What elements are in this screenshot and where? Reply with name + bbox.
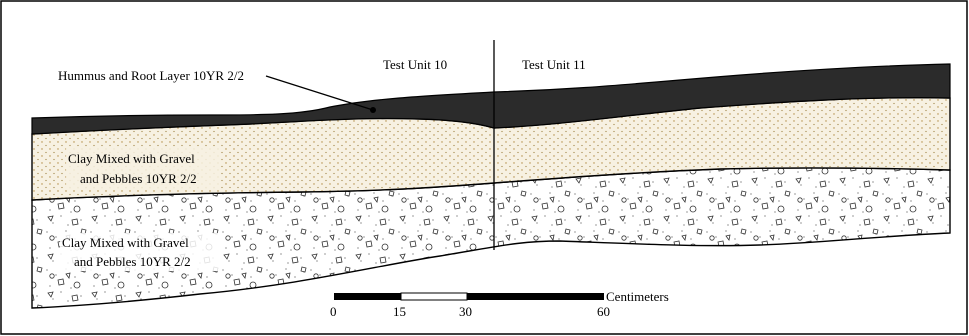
scale-segment-30-60 <box>467 293 604 300</box>
scale-segment-0-15 <box>334 293 401 300</box>
upper-clay-label-line1: Clay Mixed with Gravel <box>68 151 195 166</box>
humus-leader-dot <box>370 107 376 113</box>
scale-segment-15-30 <box>400 292 468 301</box>
scale-tick-30: 30 <box>459 304 472 319</box>
upper-clay-label: Clay Mixed with Gravel and Pebbles 10YR … <box>66 148 220 188</box>
scale-unit-label: Centimeters <box>606 289 669 304</box>
upper-clay-label-line2: and Pebbles 10YR 2/2 <box>80 171 197 186</box>
humus-layer-label: Hummus and Root Layer 10YR 2/2 <box>58 68 244 83</box>
humus-leader-line <box>265 75 374 111</box>
test-unit-11-label: Test Unit 11 <box>522 57 586 72</box>
humus-root-layer <box>31 63 951 135</box>
scale-tick-15: 15 <box>393 304 406 319</box>
test-unit-10-label: Test Unit 10 <box>383 57 447 72</box>
scale-tick-0: 0 <box>330 304 337 319</box>
scale-bar: Centimeters 0 15 30 60 <box>330 289 669 319</box>
lower-clay-label: Clay Mixed with Gravel and Pebbles 10YR … <box>60 233 220 271</box>
scale-tick-60: 60 <box>597 304 610 319</box>
lower-clay-label-line2: and Pebbles 10YR 2/2 <box>74 254 191 269</box>
lower-clay-label-line1: Clay Mixed with Gravel <box>62 235 189 250</box>
